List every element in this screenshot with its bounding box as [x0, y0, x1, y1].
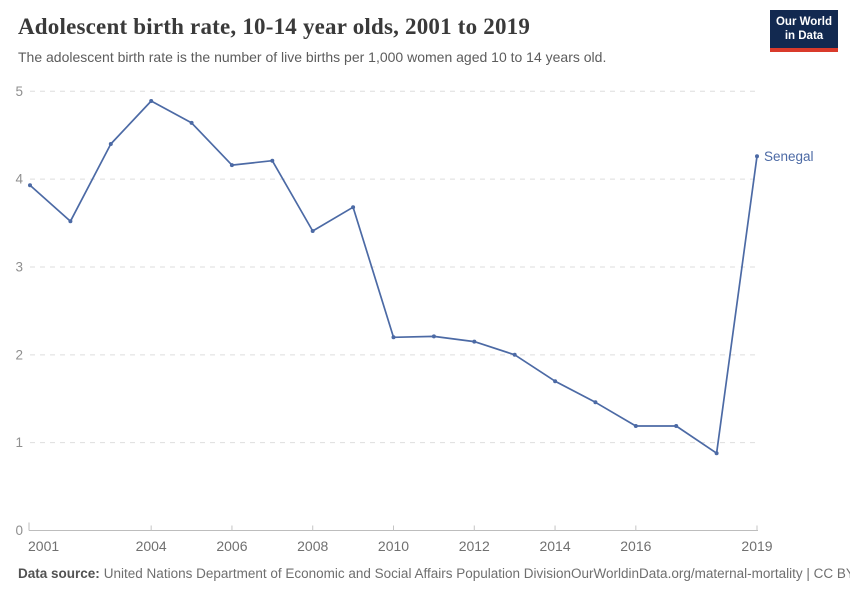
page-title: Adolescent birth rate, 10-14 year olds, … — [18, 14, 531, 39]
x-tick-label: 2016 — [620, 538, 651, 554]
y-tick-label: 4 — [15, 172, 23, 187]
data-point[interactable] — [593, 400, 598, 405]
series-line[interactable] — [29, 100, 758, 455]
x-tick-label: 2001 — [28, 538, 59, 554]
data-point[interactable] — [553, 379, 558, 384]
owid-license-link[interactable]: OurWorldinData.org/maternal-mortality | … — [571, 566, 850, 581]
x-tick-label: 2004 — [136, 538, 167, 554]
data-point[interactable] — [68, 219, 73, 224]
data-point[interactable] — [633, 424, 638, 428]
data-point[interactable] — [391, 335, 396, 340]
data-point[interactable] — [310, 229, 315, 233]
x-tick-label: 2012 — [459, 538, 490, 554]
data-point[interactable] — [674, 424, 679, 428]
data-point[interactable] — [755, 154, 759, 159]
data-point[interactable] — [512, 352, 517, 357]
y-tick-label: 2 — [15, 347, 23, 362]
owid-logo-line2: in Data — [784, 30, 824, 42]
data-point[interactable] — [108, 142, 113, 146]
data-point[interactable] — [149, 99, 154, 103]
chart-footer: Data source: United Nations Department of… — [18, 566, 850, 581]
data-point[interactable] — [431, 334, 436, 339]
y-tick-label: 1 — [15, 435, 23, 450]
chart-subtitle: The adolescent birth rate is the number … — [18, 49, 607, 65]
data-point[interactable] — [229, 163, 234, 168]
data-source: Data source: United Nations Department of… — [18, 566, 571, 581]
x-tick-label: 2010 — [378, 538, 409, 554]
x-tick-label: 2008 — [297, 538, 328, 554]
x-tick-label: 2006 — [216, 538, 247, 554]
y-tick-label: 0 — [15, 523, 23, 538]
data-source-label: Data source: — [18, 566, 100, 581]
data-point[interactable] — [714, 451, 719, 456]
data-point[interactable] — [189, 120, 194, 125]
x-tick-label: 2014 — [539, 538, 570, 554]
owid-logo-line1: Our World — [775, 15, 832, 28]
data-point[interactable] — [472, 339, 477, 344]
data-point[interactable] — [28, 183, 32, 188]
entity-label[interactable]: Senegal — [764, 149, 814, 164]
y-tick-label: 3 — [15, 259, 23, 274]
owid-logo[interactable]: Our World in Data — [770, 10, 838, 52]
y-tick-label: 5 — [15, 84, 23, 99]
x-tick-label: 2019 — [741, 538, 772, 554]
data-point[interactable] — [270, 158, 275, 163]
owid-logo-red-bar — [770, 48, 838, 52]
data-point[interactable] — [351, 205, 356, 210]
data-source-text: United Nations Department of Economic an… — [103, 566, 572, 581]
